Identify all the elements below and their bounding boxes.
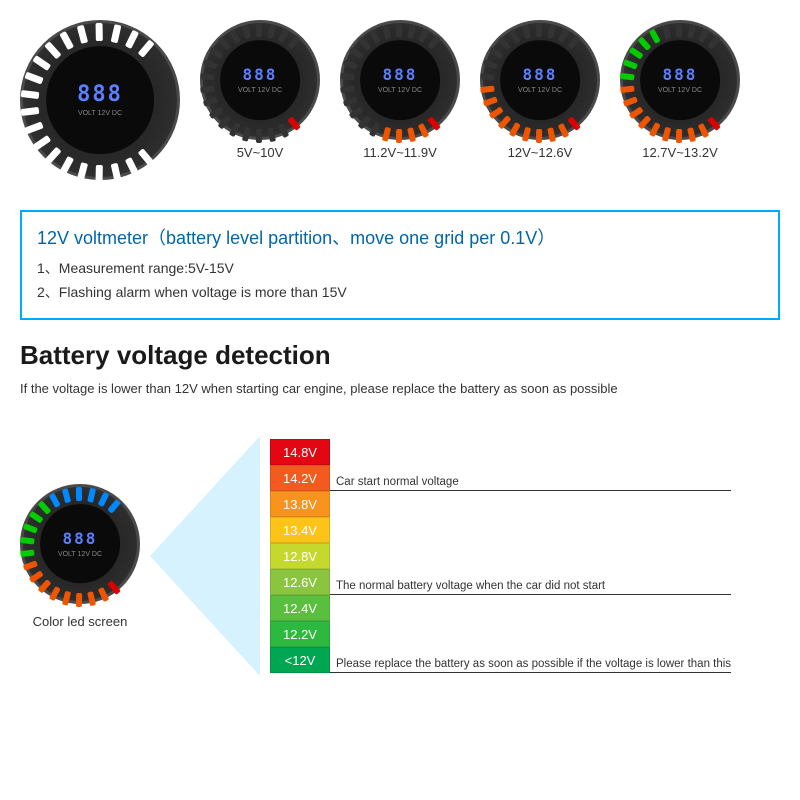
- bottom-section: 888 VOLT 12V DC Color led screen 14.8V14…: [0, 416, 800, 696]
- info-line-1: 1、Measurement range:5V-15V: [37, 258, 763, 278]
- chart-note: [330, 491, 731, 517]
- gauge-item: 888 VOLT 12V DC 12V~12.6V: [480, 20, 600, 160]
- chart-cell: 12.4V: [270, 595, 330, 621]
- chart-note: [330, 621, 731, 647]
- chart-cell: 14.8V: [270, 439, 330, 465]
- chart-note: Please replace the battery as soon as po…: [330, 647, 731, 673]
- gauge-item: 888 VOLT 12V DC: [20, 20, 180, 185]
- chart-cell: 14.2V: [270, 465, 330, 491]
- voltage-chart: 14.8V14.2VCar start normal voltage13.8V1…: [270, 439, 731, 673]
- info-title: 12V voltmeter（battery level partition、mo…: [37, 224, 763, 250]
- chart-note: [330, 517, 731, 543]
- chart-row: 12.8V: [270, 543, 731, 569]
- chart-cell: 12.6V: [270, 569, 330, 595]
- gauge-row: 888 VOLT 12V DC 888 VOLT 12V DC 5V~10V 888 VOL…: [0, 0, 800, 195]
- gauge-sublabel: VOLT 12V DC: [378, 87, 422, 94]
- info-box: 12V voltmeter（battery level partition、mo…: [20, 210, 780, 320]
- chart-note: The normal battery voltage when the car …: [330, 569, 731, 595]
- chart-row: <12VPlease replace the battery as soon a…: [270, 647, 731, 673]
- info-line-2: 2、Flashing alarm when voltage is more th…: [37, 282, 763, 302]
- gauge-display: 888: [383, 65, 418, 84]
- gauge-icon: 888 VOLT 12V DC: [20, 20, 180, 180]
- gauge-display: 888: [63, 529, 98, 548]
- gauge-label: 12.7V~13.2V: [642, 145, 718, 160]
- gauge-icon: 888 VOLT 12V DC: [620, 20, 740, 140]
- gauge-icon: 888 VOLT 12V DC: [200, 20, 320, 140]
- gauge-item: 888 VOLT 12V DC 11.2V~11.9V: [340, 20, 460, 160]
- chart-row: 14.2VCar start normal voltage: [270, 465, 731, 491]
- gauge-sublabel: VOLT 12V DC: [658, 87, 702, 94]
- chart-note: Car start normal voltage: [330, 465, 731, 491]
- chart-row: 13.8V: [270, 491, 731, 517]
- section-title: Battery voltage detection: [20, 340, 780, 371]
- gauge-icon: 888 VOLT 12V DC: [20, 484, 140, 604]
- section-subtitle: If the voltage is lower than 12V when st…: [20, 381, 780, 396]
- gauge-sublabel: VOLT 12V DC: [78, 110, 122, 117]
- gauge-display: 888: [663, 65, 698, 84]
- gauge-display: 888: [243, 65, 278, 84]
- chart-row: 14.8V: [270, 439, 731, 465]
- gauge-sublabel: VOLT 12V DC: [238, 87, 282, 94]
- chart-cell: 13.8V: [270, 491, 330, 517]
- gauge-icon: 888 VOLT 12V DC: [480, 20, 600, 140]
- gauge-display: 888: [77, 82, 123, 107]
- chart-note: [330, 595, 731, 621]
- gauge-item: 888 VOLT 12V DC 12.7V~13.2V: [620, 20, 740, 160]
- chart-row: 12.2V: [270, 621, 731, 647]
- projection-cone: [150, 436, 260, 676]
- gauge-label: 11.2V~11.9V: [363, 145, 437, 160]
- gauge-label: 12V~12.6V: [508, 145, 573, 160]
- chart-note: [330, 439, 731, 465]
- chart-cell: 12.8V: [270, 543, 330, 569]
- bottom-gauge: 888 VOLT 12V DC Color led screen: [20, 484, 140, 629]
- gauge-item: 888 VOLT 12V DC 5V~10V: [200, 20, 320, 160]
- screen-label: Color led screen: [33, 614, 128, 629]
- gauge-label: 5V~10V: [237, 145, 284, 160]
- gauge-sublabel: VOLT 12V DC: [58, 551, 102, 558]
- chart-note: [330, 543, 731, 569]
- chart-row: 12.4V: [270, 595, 731, 621]
- gauge-sublabel: VOLT 12V DC: [518, 87, 562, 94]
- chart-row: 12.6VThe normal battery voltage when the…: [270, 569, 731, 595]
- chart-cell: <12V: [270, 647, 330, 673]
- gauge-icon: 888 VOLT 12V DC: [340, 20, 460, 140]
- chart-cell: 12.2V: [270, 621, 330, 647]
- chart-cell: 13.4V: [270, 517, 330, 543]
- gauge-display: 888: [523, 65, 558, 84]
- chart-row: 13.4V: [270, 517, 731, 543]
